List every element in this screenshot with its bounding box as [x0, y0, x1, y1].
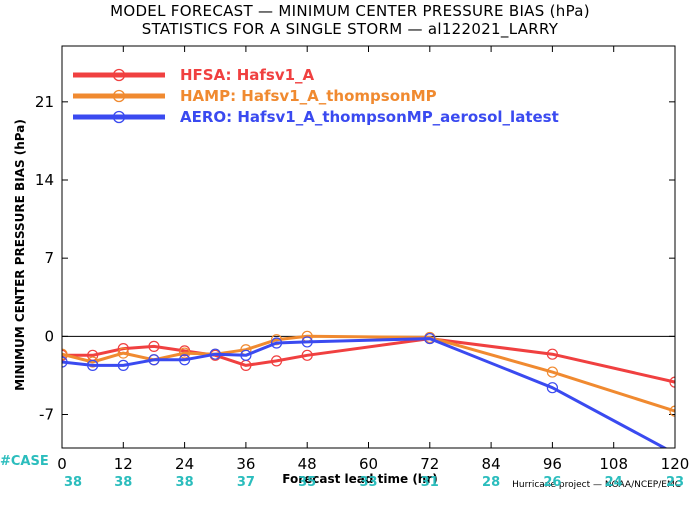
case-count: 33: [359, 475, 377, 490]
data-point: [148, 354, 160, 366]
x-tick-label: 0: [57, 455, 67, 473]
y-axis-label: MINIMUM CENTER PRESSURE BIAS (hPa): [13, 119, 27, 391]
legend-label: HFSA: Hafsv1_A: [180, 66, 315, 84]
data-point: [270, 334, 283, 346]
case-count: 26: [543, 475, 561, 490]
legend-label: HAMP: Hafsv1_A_thompsonMP: [180, 87, 437, 105]
y-tick-label: 14: [35, 171, 54, 189]
case-count: 31: [421, 475, 439, 490]
series-line: [62, 337, 668, 448]
data-point: [240, 349, 252, 361]
case-count: 35: [298, 475, 316, 490]
x-tick-label: 60: [359, 455, 378, 473]
series-group: [62, 330, 675, 448]
data-point: [270, 337, 283, 349]
legend-label: AERO: Hafsv1_A_thompsonMP_aerosol_latest: [180, 108, 559, 126]
x-tick-label: 12: [114, 455, 133, 473]
data-point: [117, 359, 129, 371]
y-tick-label: 7: [44, 249, 54, 267]
data-point: [87, 359, 99, 371]
legend: HFSA: Hafsv1_A HAMP: Hafsv1_A_thompsonMP A…: [73, 66, 559, 126]
axes-group: -7 0 7 14 21 0 38 12 38 24 38 36 37 48 35 60 33 72 31 84 28 9…: [35, 46, 689, 490]
series-1: [62, 330, 675, 417]
x-axis-label: Forecast lead time (hr): [282, 472, 438, 486]
data-point: [546, 348, 559, 360]
case-count: 37: [237, 475, 255, 490]
x-tick-label: 24: [175, 455, 194, 473]
data-point: [301, 349, 313, 361]
data-point: [179, 347, 191, 359]
data-point: [148, 340, 160, 352]
data-point: [669, 376, 675, 388]
x-tick-label: 96: [543, 455, 562, 473]
legend-marker: [112, 68, 126, 82]
case-label: #CASE: [0, 454, 49, 469]
data-point: [301, 336, 313, 348]
y-tick-label: 21: [35, 93, 54, 111]
chart-title-line2: STATISTICS FOR A SINGLE STORM — al122021…: [142, 20, 559, 39]
data-point: [87, 356, 99, 368]
y-tick-label: 0: [44, 327, 54, 345]
case-count: 38: [64, 475, 82, 490]
data-point: [424, 332, 436, 345]
case-count: 23: [666, 475, 684, 490]
chart-title-line1: MODEL FORECAST — MINIMUM CENTER PRESSURE…: [110, 2, 590, 20]
y-tick-label: -7: [39, 406, 54, 424]
plot-frame: [61, 45, 676, 449]
case-count: 28: [482, 475, 500, 490]
data-point: [546, 366, 559, 378]
case-count: 24: [605, 475, 623, 490]
data-point: [270, 355, 283, 367]
x-tick-label: 108: [599, 455, 628, 473]
data-point: [209, 348, 221, 360]
x-tick-label: 48: [298, 455, 317, 473]
legend-marker: [112, 110, 126, 124]
x-tick-label: 84: [482, 455, 501, 473]
data-point: [669, 405, 675, 417]
case-count: 38: [114, 475, 132, 490]
data-point: [62, 348, 68, 360]
credit-text: Hurricane project — NOAA/NCEP/EMC: [512, 480, 681, 490]
case-count: 38: [176, 475, 194, 490]
data-point: [546, 382, 559, 394]
x-tick-label: 120: [661, 455, 690, 473]
legend-marker: [112, 89, 126, 103]
data-point: [62, 356, 68, 368]
x-tick-label: 36: [236, 455, 255, 473]
data-point: [117, 347, 129, 359]
series-2: [62, 332, 675, 448]
data-point: [179, 354, 191, 366]
x-tick-label: 72: [420, 455, 439, 473]
